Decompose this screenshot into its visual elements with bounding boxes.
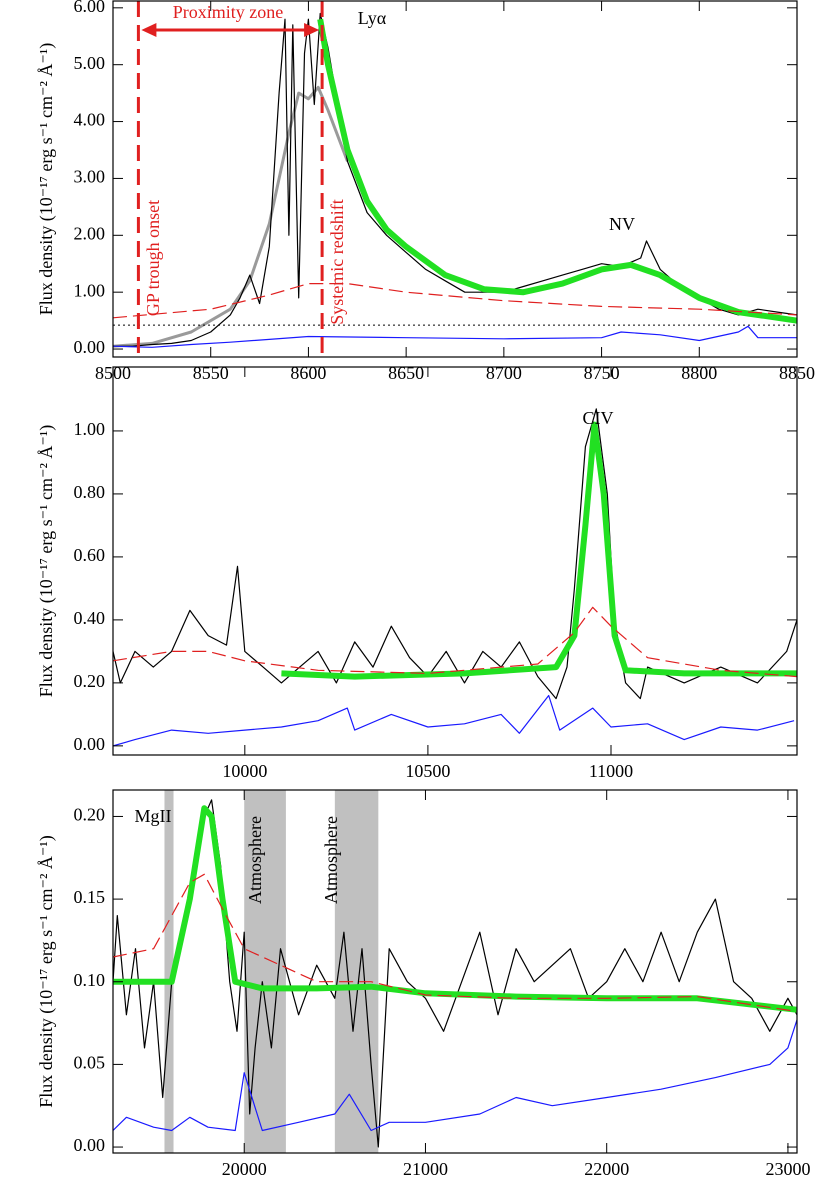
y-axis-label: Flux density (10⁻¹⁷ erg s⁻¹ cm⁻² Å⁻¹) [36, 425, 57, 698]
annotation: Atmosphere [245, 816, 265, 904]
x-tick-label: 11000 [589, 761, 633, 781]
spectrum-line [113, 325, 797, 348]
y-tick-label: 0.80 [74, 482, 106, 502]
x-tick-label: 8650 [388, 363, 424, 383]
arrow-head [141, 23, 157, 37]
y-tick-label: 1.00 [74, 280, 106, 300]
spectrum-line [113, 606, 797, 678]
plot-area [113, 1, 797, 357]
y-tick-label: 0.00 [74, 337, 106, 357]
x-tick-label: 8600 [290, 363, 326, 383]
annotation: Proximity zone [173, 2, 284, 22]
y-tick-label: 0.20 [74, 805, 106, 825]
y-tick-label: 0.15 [74, 887, 106, 907]
y-tick-label: 5.00 [74, 53, 106, 73]
spectrum-line [317, 18, 797, 324]
spectrum-line [113, 694, 795, 747]
y-tick-label: 1.00 [74, 419, 106, 439]
y-tick-label: 4.00 [74, 110, 106, 130]
plot-frame [112, 789, 798, 1154]
spectrum-line [281, 421, 797, 680]
x-tick-label: 22000 [584, 1159, 629, 1179]
spectrum-line [113, 283, 797, 319]
annotation: NV [609, 214, 635, 234]
annotation: Lyα [358, 8, 387, 28]
plot-area [113, 790, 797, 1153]
spectrum-line [113, 12, 797, 347]
y-tick-label: 0.20 [74, 671, 106, 691]
x-tick-label: 8550 [193, 363, 229, 383]
plot-area [113, 408, 797, 747]
y-axis-label: Flux density (10⁻¹⁷ erg s⁻¹ cm⁻² Å⁻¹) [36, 43, 57, 316]
annotation: Systemic redshift [327, 199, 347, 324]
x-tick-label: 8800 [681, 363, 717, 383]
shaded-region [334, 790, 379, 1153]
y-tick-label: 0.60 [74, 545, 106, 565]
y-tick-label: 3.00 [74, 167, 106, 187]
y-tick-label: 2.00 [74, 223, 106, 243]
y-tick-label: 0.05 [74, 1053, 106, 1073]
x-tick-label: 8750 [584, 363, 620, 383]
y-tick-label: 0.40 [74, 608, 106, 628]
x-tick-label: 10500 [405, 761, 450, 781]
x-tick-label: 21000 [403, 1159, 448, 1179]
x-tick-label: 10000 [222, 761, 267, 781]
x-tick-label: 20000 [222, 1159, 267, 1179]
annotation: MgII [135, 806, 172, 826]
y-tick-label: 0.00 [74, 1135, 106, 1155]
x-tick-label: 23000 [765, 1159, 810, 1179]
y-tick-label: 0.10 [74, 970, 106, 990]
y-tick-label: 6.00 [74, 0, 106, 16]
plot-frame [112, 366, 798, 756]
annotation: GP trough onset [143, 200, 163, 316]
shaded-region [164, 790, 174, 1153]
spectrum-line [113, 1019, 797, 1132]
arrow-head [304, 23, 320, 37]
y-tick-label: 0.00 [74, 734, 106, 754]
y-axis-label: Flux density (10⁻¹⁷ erg s⁻¹ cm⁻² Å⁻¹) [36, 835, 57, 1108]
plot-frame [112, 0, 798, 358]
spectrum-line [113, 85, 349, 348]
spectrum-line [113, 408, 797, 700]
annotation: Atmosphere [321, 816, 341, 904]
x-tick-label: 8700 [486, 363, 522, 383]
annotation: CIV [583, 408, 614, 428]
spectrum-line [113, 805, 797, 1013]
